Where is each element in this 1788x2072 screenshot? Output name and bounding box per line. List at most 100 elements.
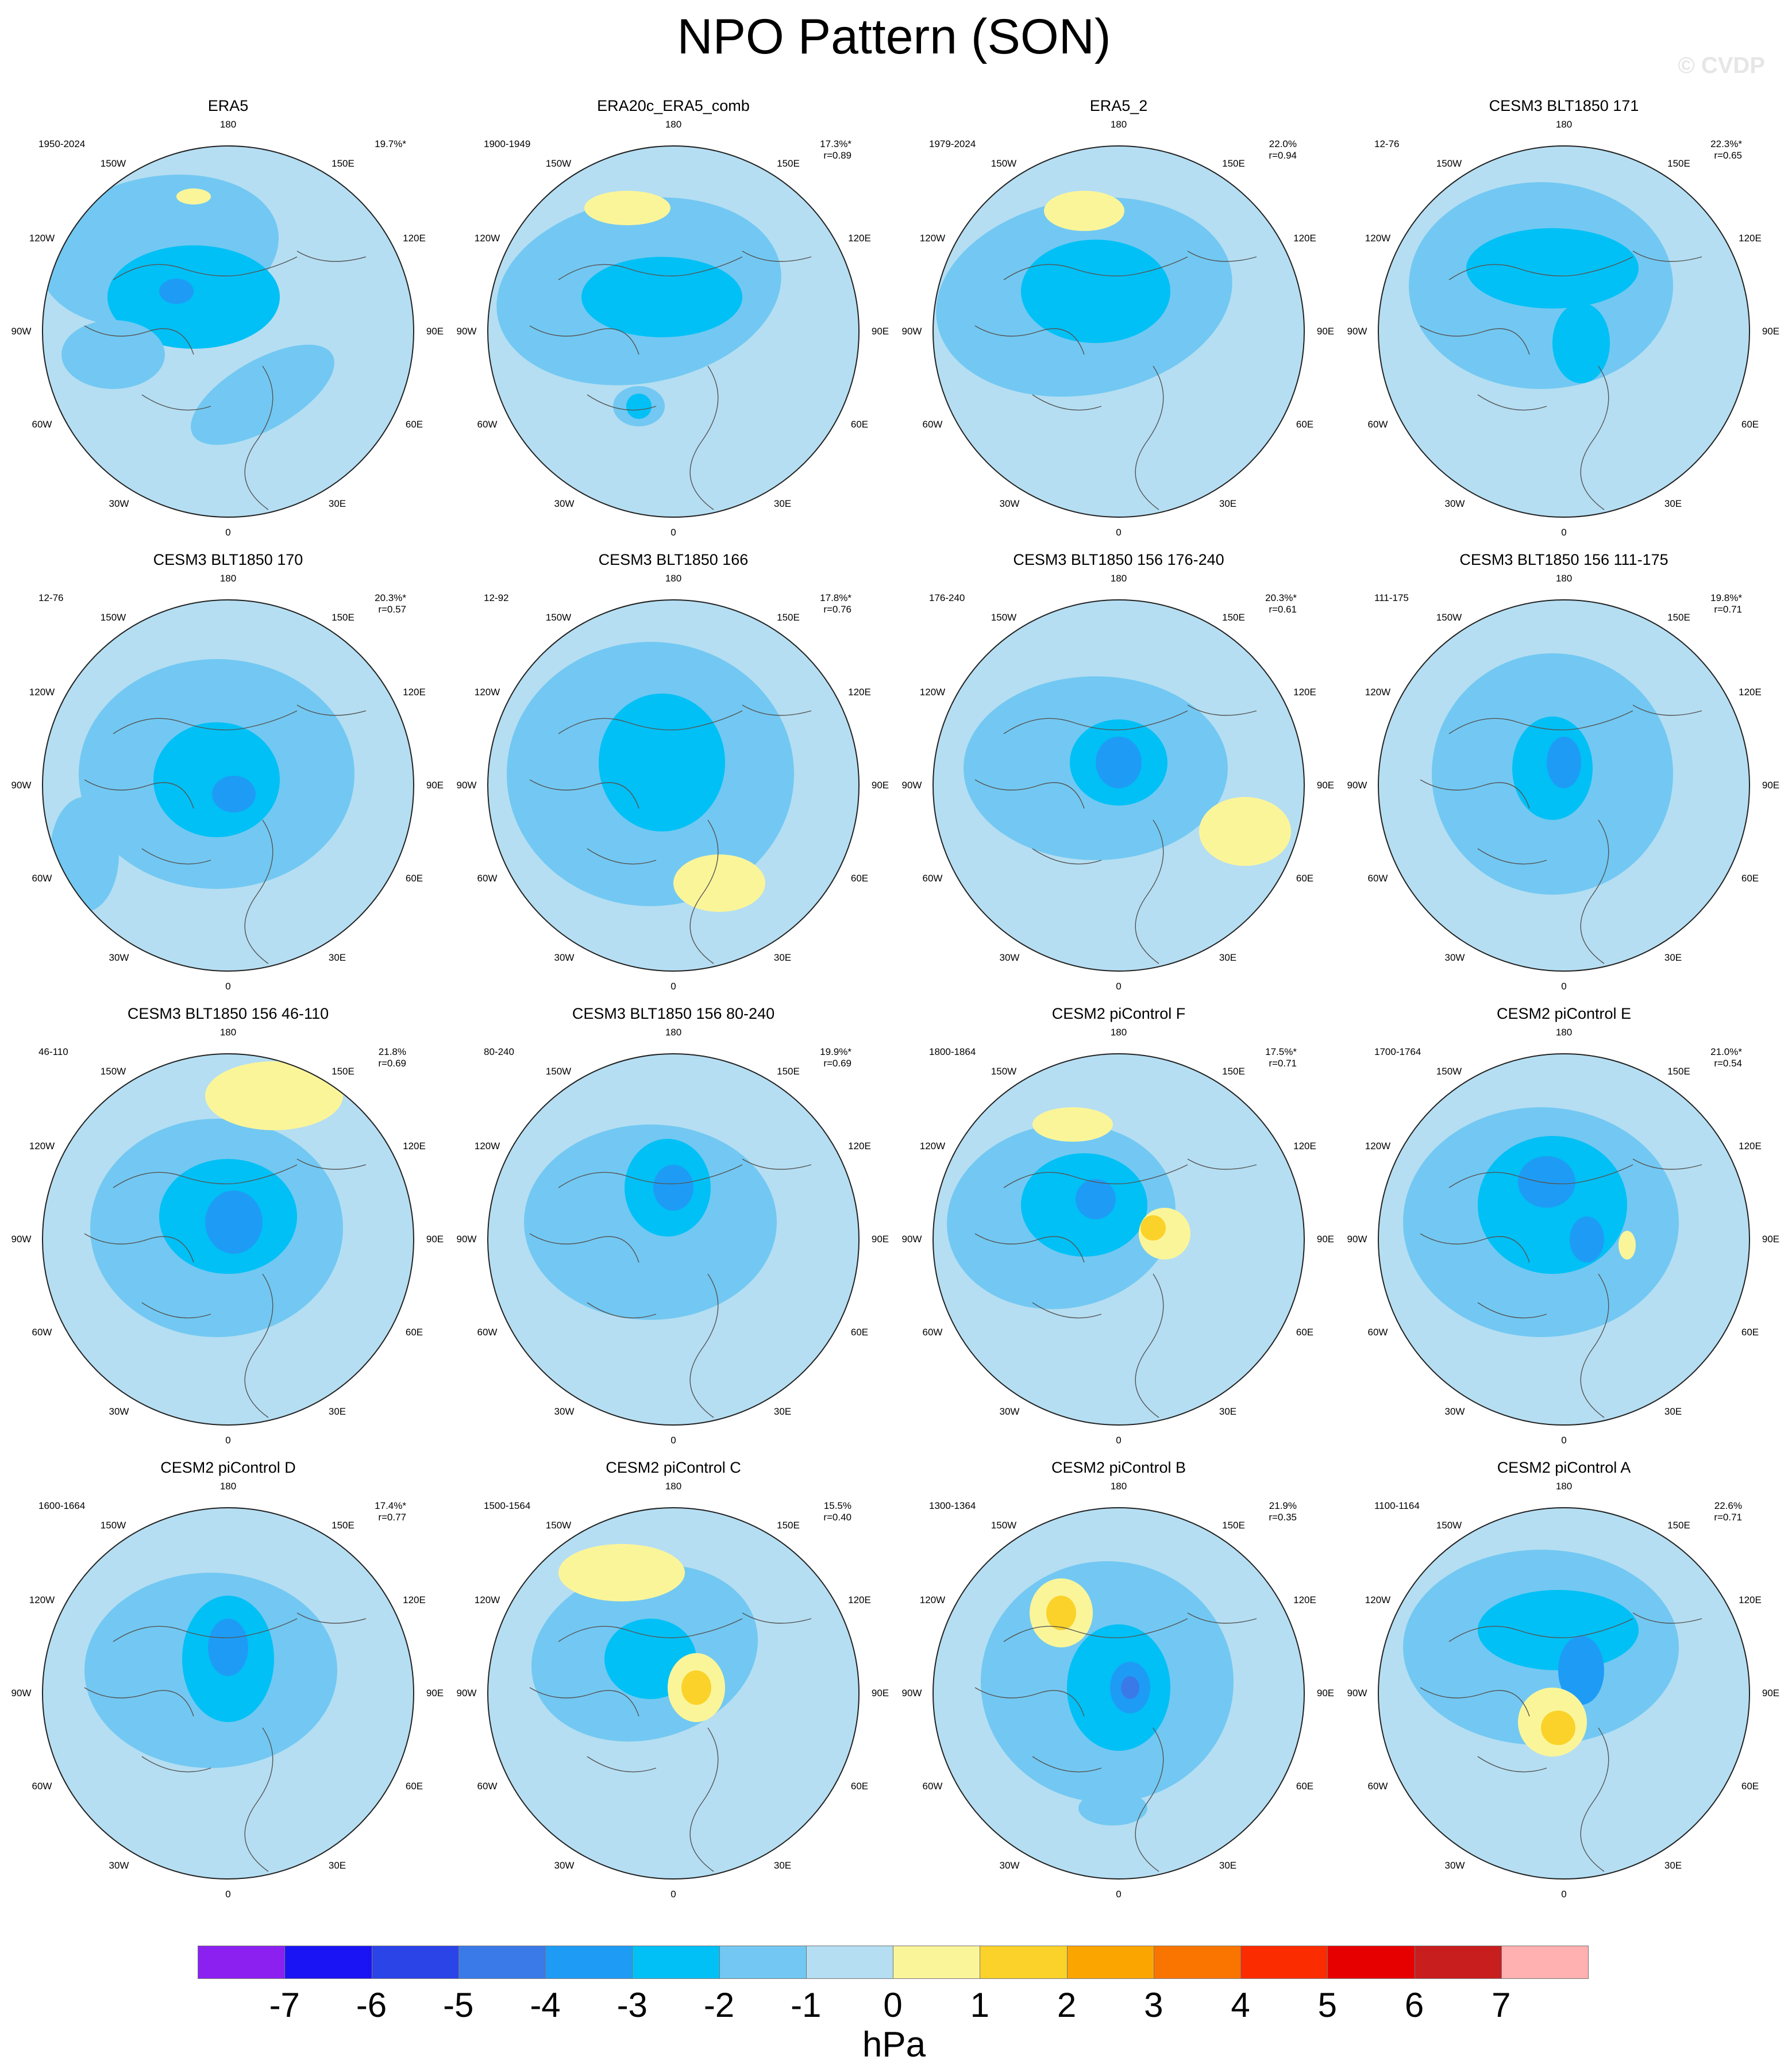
longitude-label: 120E (848, 1595, 871, 1605)
longitude-label: 60W (922, 419, 943, 430)
longitude-label: 120E (1739, 1595, 1762, 1605)
longitude-label: 90E (871, 326, 889, 337)
longitude-label: 60W (32, 419, 52, 430)
longitude-label: 90E (1762, 1688, 1780, 1699)
longitude-label: 30W (1444, 1860, 1465, 1871)
polar-map-10 (488, 1054, 859, 1425)
longitude-label: 60E (1296, 873, 1314, 884)
longitude-label: 90E (871, 780, 889, 791)
longitude-label: 90W (901, 326, 922, 337)
longitude-label: 150E (332, 612, 354, 623)
longitude-label: 60E (405, 419, 423, 430)
longitude-label: 150E (332, 158, 354, 169)
map-border (42, 1507, 414, 1880)
anomaly-region (653, 1165, 693, 1211)
polar-map-6 (488, 600, 859, 971)
longitude-label: 180 (1555, 1027, 1573, 1038)
pattern-correlation: r=0.61 (1269, 604, 1297, 615)
variance-explained: 17.5%* (1265, 1046, 1297, 1057)
coastline (974, 1158, 1257, 1418)
longitude-label: 60W (1367, 873, 1388, 884)
longitude-label: 120W (474, 233, 500, 244)
anomaly-region (558, 1544, 685, 1601)
polar-map-12 (1378, 1054, 1750, 1425)
colorbar-tick-label: -5 (443, 1986, 474, 2024)
panel-title: ERA5 (207, 97, 249, 114)
coastline (1420, 1612, 1702, 1872)
longitude-label: 150E (1222, 1520, 1245, 1531)
longitude-label: 120E (1293, 687, 1316, 698)
panel-stats: 17.8%* r=0.76 (783, 592, 851, 615)
pattern-correlation: r=0.65 (1714, 150, 1742, 161)
longitude-label: 0 (1116, 1435, 1122, 1446)
colorbar-unit: hPa (862, 2025, 926, 2065)
longitude-label: 150E (777, 1520, 800, 1531)
panel-stats: 19.9%* r=0.69 (783, 1046, 851, 1069)
panel-stats: 22.6% r=0.71 (1673, 1500, 1742, 1523)
colorbar-swatch (980, 1946, 1068, 1979)
anomaly-region (1078, 1791, 1147, 1825)
longitude-label: 90E (1316, 326, 1335, 337)
variance-explained: 20.3%* (1265, 592, 1297, 603)
panel-title: CESM3 BLT1850 166 (598, 551, 749, 568)
longitude-label: 60W (32, 1781, 52, 1792)
panel-period: 46-110 (38, 1046, 68, 1057)
longitude-label: 120W (474, 687, 500, 698)
longitude-label: 0 (225, 981, 231, 992)
longitude-label: 0 (670, 981, 676, 992)
panel-stats: 17.4%* r=0.77 (337, 1500, 406, 1523)
pattern-correlation: r=0.77 (378, 1512, 406, 1523)
longitude-label: 90E (1316, 780, 1335, 791)
anomaly-region (1046, 1596, 1076, 1630)
anomaly-region (191, 344, 334, 445)
longitude-label: 60E (1296, 419, 1314, 430)
anomaly-region (1619, 1231, 1636, 1260)
longitude-label: 90W (1347, 326, 1367, 337)
panel-stats: 17.5%* r=0.71 (1228, 1046, 1297, 1069)
colorbar-swatch (371, 1946, 459, 1979)
longitude-label: 150E (777, 158, 800, 169)
map-border (1378, 599, 1750, 972)
longitude-label: 60E (850, 419, 869, 430)
panel-title: CESM2 piControl F (1051, 1005, 1186, 1022)
longitude-label: 60E (1741, 1781, 1759, 1792)
coastline (974, 251, 1257, 510)
panel-period: 1979-2024 (929, 138, 976, 149)
polar-map-7 (933, 600, 1304, 971)
variance-explained: 19.9%* (820, 1046, 851, 1057)
pattern-correlation: r=0.69 (823, 1058, 851, 1069)
longitude-label: 30E (328, 1860, 346, 1871)
longitude-label: 60E (405, 873, 423, 884)
panel-period: 1100-1164 (1374, 1500, 1420, 1511)
polar-map-14 (488, 1508, 859, 1879)
longitude-label: 120E (1293, 1595, 1316, 1605)
longitude-label: 90E (1316, 1688, 1335, 1699)
longitude-label: 60E (405, 1781, 423, 1792)
variance-explained: 19.7%* (375, 138, 406, 149)
longitude-label: 30W (109, 1406, 129, 1417)
longitude-label: 120E (1739, 687, 1762, 698)
variance-explained: 21.0%* (1710, 1046, 1742, 1057)
panel-period: 1800-1864 (929, 1046, 976, 1057)
longitude-label: 60W (922, 1781, 943, 1792)
anomaly-region (581, 257, 742, 337)
longitude-label: 180 (219, 1481, 237, 1492)
anomaly-region (1076, 1179, 1116, 1219)
longitude-label: 120W (474, 1141, 500, 1151)
longitude-label: 180 (665, 1027, 682, 1038)
map-border (42, 145, 414, 518)
panel-stats: 22.3%* r=0.65 (1673, 138, 1742, 161)
longitude-label: 90W (901, 1688, 922, 1699)
longitude-label: 150W (991, 1520, 1017, 1531)
longitude-label: 30E (328, 1406, 346, 1417)
panel-title: CESM3 BLT1850 156 46-110 (127, 1005, 329, 1022)
longitude-label: 90W (11, 1234, 32, 1245)
colorbar-tick-label: 5 (1317, 1986, 1337, 2024)
longitude-label: 60E (850, 1327, 869, 1338)
longitude-label: 120E (848, 1141, 871, 1151)
anomaly-region (176, 188, 211, 205)
longitude-label: 120E (403, 687, 426, 698)
colorbar-tick-label: 1 (970, 1986, 989, 2024)
longitude-label: 120E (848, 233, 871, 244)
longitude-label: 90W (901, 1234, 922, 1245)
